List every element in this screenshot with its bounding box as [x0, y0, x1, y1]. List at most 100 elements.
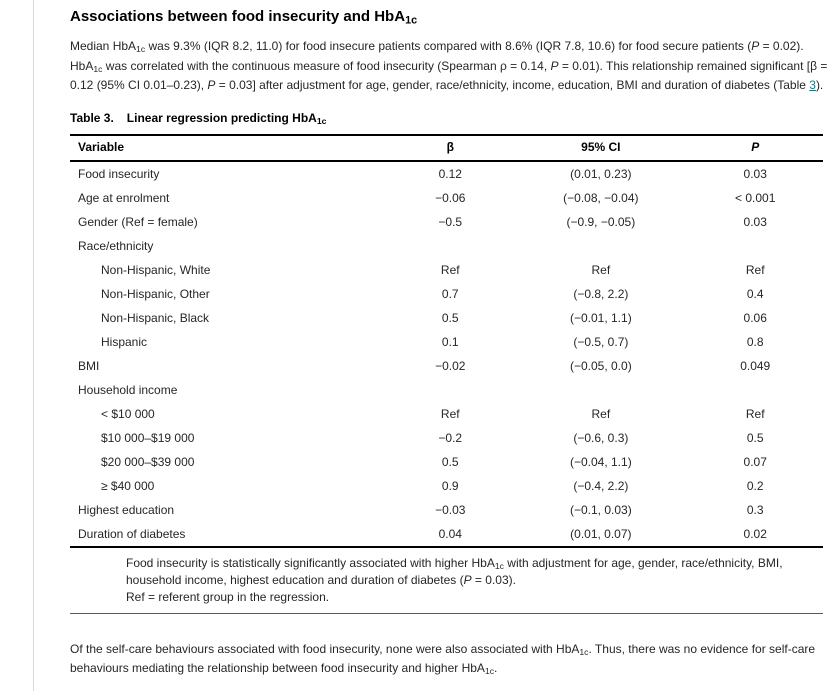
table-footnote: Food insecurity is statistically signifi… — [126, 555, 783, 587]
cell-variable: Highest education — [78, 502, 175, 517]
cell-beta: −0.02 — [435, 358, 466, 373]
cell-p: 0.03 — [743, 214, 767, 229]
cell-p: < 0.001 — [735, 190, 776, 205]
section-heading: Associations between food insecurity and… — [70, 8, 418, 27]
cell-variable: $10 000–$19 000 — [101, 430, 195, 445]
table-footnote-ref: Ref = referent group in the regression. — [126, 589, 330, 604]
cell-ci: Ref — [591, 406, 611, 421]
closing-paragraph: Of the self-care behaviours associated w… — [70, 641, 816, 677]
cell-beta: 0.1 — [441, 334, 459, 349]
table-caption: Table 3. Linear regression predicting HbA… — [70, 110, 327, 126]
cell-ci: Ref — [591, 262, 611, 277]
column-header-beta: β — [386, 134, 515, 162]
cell-ci: (−0.01, 1.1) — [569, 310, 632, 325]
cell-beta: 0.5 — [441, 454, 459, 469]
cell-ci: (−0.9, −0.05) — [566, 214, 636, 229]
cell-variable: Race/ethnicity — [78, 238, 154, 253]
cell-ci: (0.01, 0.23) — [570, 166, 632, 181]
table-row: Age at enrolment −0.06 (−0.08, −0.04) < 0.0… — [70, 186, 823, 210]
table-row: ≥ $40 000 0.9 (−0.4, 2.2) 0.2 — [70, 474, 823, 498]
regression-table: Variable β 95% CI P Food insecurity 0.12 (… — [70, 133, 823, 614]
cell-ci: (−0.5, 0.7) — [573, 334, 629, 349]
cell-beta: −0.5 — [438, 214, 463, 229]
cell-variable: Hispanic — [101, 334, 148, 349]
cell-beta: −0.03 — [435, 502, 466, 517]
cell-p: 0.03 — [743, 166, 767, 181]
cell-ci: (−0.05, 0.0) — [569, 358, 632, 373]
cell-beta — [386, 378, 514, 402]
table-row: Race/ethnicity — [70, 234, 823, 258]
article-section: Associations between food insecurity and… — [70, 0, 833, 679]
table-row: Non-Hispanic, Other 0.7 (−0.8, 2.2) 0.4 — [70, 282, 823, 306]
table-row: Non-Hispanic, White Ref Ref Ref — [70, 258, 823, 282]
cell-variable: Age at enrolment — [78, 190, 170, 205]
left-divider — [33, 0, 34, 691]
cell-ci: (−0.8, 2.2) — [573, 286, 629, 301]
table-row: Hispanic 0.1 (−0.5, 0.7) 0.8 — [70, 330, 823, 354]
cell-p: Ref — [745, 406, 765, 421]
cell-ci: (0.01, 0.07) — [570, 526, 632, 541]
table-row: BMI −0.02 (−0.05, 0.0) 0.049 — [70, 354, 823, 378]
table-row: Highest education −0.03 (−0.1, 0.03) 0.3 — [70, 498, 823, 522]
cell-beta: 0.12 — [438, 166, 462, 181]
cell-variable: ≥ $40 000 — [101, 478, 155, 493]
table-row: < $10 000 Ref Ref Ref — [70, 402, 823, 426]
cell-ci: (−0.4, 2.2) — [573, 478, 629, 493]
column-header-p: P — [687, 134, 823, 162]
cell-beta: −0.06 — [435, 190, 466, 205]
table-row: Non-Hispanic, Black 0.5 (−0.01, 1.1) 0.06 — [70, 306, 823, 330]
cell-beta — [386, 234, 514, 258]
table-body: Food insecurity 0.12 (0.01, 0.23) 0.03 Age a… — [70, 161, 823, 547]
cell-ci — [514, 378, 687, 402]
cell-beta: 0.04 — [438, 526, 462, 541]
cell-p — [687, 234, 823, 258]
cell-p: 0.06 — [743, 310, 767, 325]
cell-p: 0.07 — [743, 454, 767, 469]
table-footnote-row: Food insecurity is statistically signifi… — [70, 545, 823, 614]
table-row: $10 000–$19 000 −0.2 (−0.6, 0.3) 0.5 — [70, 426, 823, 450]
cell-p — [687, 378, 823, 402]
cell-beta: 0.5 — [441, 310, 459, 325]
cell-variable: Gender (Ref = female) — [78, 214, 198, 229]
table-header-row: Variable β 95% CI P — [70, 134, 823, 162]
cell-p: 0.3 — [746, 502, 764, 517]
cell-ci: (−0.6, 0.3) — [573, 430, 629, 445]
cell-variable: Non-Hispanic, Other — [101, 286, 210, 301]
cell-variable: Food insecurity — [78, 166, 160, 181]
cell-variable: Non-Hispanic, White — [101, 262, 211, 277]
cell-p: 0.02 — [743, 526, 767, 541]
table-row: Household income — [70, 378, 823, 402]
cell-p: Ref — [745, 262, 765, 277]
cell-beta: Ref — [440, 262, 460, 277]
cell-variable: $20 000–$39 000 — [101, 454, 195, 469]
table-row: Food insecurity 0.12 (0.01, 0.23) 0.03 — [70, 161, 823, 186]
cell-beta: −0.2 — [438, 430, 463, 445]
cell-variable: Duration of diabetes — [78, 526, 186, 541]
table-row: Duration of diabetes 0.04 (0.01, 0.07) 0.02 — [70, 522, 823, 547]
cell-ci — [514, 234, 687, 258]
table-3-link[interactable]: 3 — [809, 78, 816, 92]
cell-p: 0.049 — [740, 358, 771, 373]
cell-variable: Household income — [78, 382, 178, 397]
column-header-variable: Variable — [70, 134, 387, 162]
cell-p: 0.8 — [746, 334, 764, 349]
cell-beta: 0.7 — [441, 286, 459, 301]
cell-variable: BMI — [78, 358, 100, 373]
table-row: Gender (Ref = female) −0.5 (−0.9, −0.05) 0.… — [70, 210, 823, 234]
column-header-ci: 95% CI — [514, 134, 688, 162]
cell-variable: Non-Hispanic, Black — [101, 310, 210, 325]
cell-ci: (−0.1, 0.03) — [569, 502, 632, 517]
cell-beta: 0.9 — [441, 478, 459, 493]
cell-ci: (−0.08, −0.04) — [563, 190, 639, 205]
table-row: $20 000–$39 000 0.5 (−0.04, 1.1) 0.07 — [70, 450, 823, 474]
cell-p: 0.4 — [746, 286, 764, 301]
cell-beta: Ref — [440, 406, 460, 421]
cell-ci: (−0.04, 1.1) — [569, 454, 632, 469]
cell-p: 0.2 — [746, 478, 764, 493]
table-header: Variable β 95% CI P — [70, 134, 823, 162]
cell-p: 0.5 — [746, 430, 764, 445]
table-footer: Food insecurity is statistically signifi… — [70, 545, 823, 614]
intro-paragraph: Median HbA1c was 9.3% (IQR 8.2, 11.0) fo… — [70, 39, 828, 92]
table-footnote-cell: Food insecurity is statistically signifi… — [70, 545, 823, 614]
cell-variable: < $10 000 — [101, 406, 155, 421]
